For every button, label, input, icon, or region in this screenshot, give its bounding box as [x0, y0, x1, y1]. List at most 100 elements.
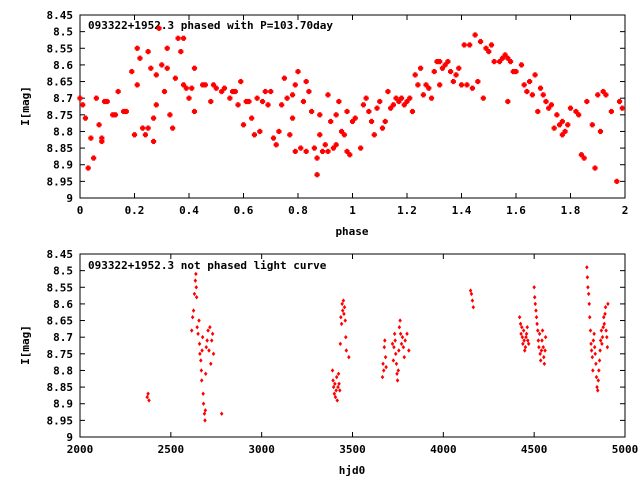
data-point — [559, 132, 565, 138]
data-point — [238, 78, 244, 85]
data-point — [551, 125, 557, 131]
data-point — [592, 331, 596, 337]
data-point-bar — [411, 108, 414, 115]
data-point-bar — [438, 82, 442, 88]
data-point — [383, 354, 388, 360]
data-point-bar — [261, 98, 265, 105]
data-point — [520, 334, 525, 340]
data-point — [331, 384, 336, 390]
data-point — [175, 35, 181, 41]
data-point-bar — [579, 152, 583, 158]
chart-title: 093322+1952.3 phased with P=103.70day — [88, 19, 333, 32]
data-point — [339, 315, 343, 320]
data-point-bar — [154, 72, 158, 78]
data-point — [335, 398, 339, 403]
data-point-bar — [514, 68, 518, 75]
data-point — [172, 75, 178, 81]
data-point — [257, 128, 263, 135]
data-point-bar — [353, 115, 357, 121]
data-point — [392, 344, 396, 350]
x-tick-label: 5000 — [612, 443, 639, 456]
data-point — [292, 148, 298, 155]
data-point-bar — [274, 142, 278, 148]
data-point — [396, 98, 402, 105]
data-point — [191, 108, 198, 115]
data-point — [395, 378, 400, 383]
data-point-bar — [135, 45, 139, 51]
data-point-bar — [566, 122, 570, 128]
data-point — [526, 341, 531, 347]
data-point-bar — [440, 65, 444, 71]
data-point — [287, 132, 293, 138]
data-point — [340, 308, 345, 313]
data-point — [104, 98, 110, 105]
data-point — [529, 92, 535, 98]
data-point-bar — [228, 95, 232, 101]
data-point — [342, 311, 346, 317]
data-point — [426, 85, 432, 91]
data-point — [404, 98, 410, 105]
data-point-bar — [168, 112, 172, 118]
data-point — [619, 105, 625, 111]
data-point — [541, 344, 546, 350]
data-point-bar — [484, 45, 488, 51]
data-point — [605, 344, 610, 350]
data-point — [202, 411, 207, 416]
data-point — [198, 351, 202, 357]
data-point-bar — [370, 118, 374, 125]
y-tick-label: 8.5 — [53, 265, 73, 278]
data-point — [392, 331, 397, 337]
data-point — [521, 82, 527, 88]
data-point — [368, 118, 375, 125]
data-point — [464, 82, 470, 88]
data-point-bar — [293, 148, 297, 155]
data-point-bar — [171, 125, 175, 131]
data-point — [194, 285, 199, 290]
data-point — [456, 65, 462, 71]
data-point — [381, 368, 386, 373]
data-point — [587, 315, 592, 320]
data-point — [458, 82, 465, 88]
data-point — [507, 58, 514, 65]
data-point-bar — [372, 132, 376, 138]
data-point — [543, 348, 547, 353]
data-point — [333, 381, 337, 386]
data-points — [77, 25, 625, 184]
y-tick-label: 8.8 — [53, 364, 73, 377]
data-point — [199, 358, 203, 363]
data-point-bar — [560, 132, 564, 138]
data-point — [397, 325, 402, 330]
data-point-bar — [351, 118, 354, 125]
data-point — [409, 108, 416, 115]
data-point — [393, 351, 398, 357]
data-point-bar — [296, 68, 300, 75]
data-point — [194, 271, 198, 277]
data-point — [309, 108, 315, 115]
data-point-bar — [359, 145, 363, 151]
data-point — [147, 398, 151, 403]
data-point — [115, 88, 121, 95]
data-point-bar — [577, 112, 581, 118]
data-point — [405, 331, 409, 337]
x-tick-label: 1.4 — [452, 204, 472, 217]
data-point — [134, 45, 140, 51]
data-point — [567, 105, 574, 111]
data-point-bar — [138, 55, 142, 61]
data-point — [603, 305, 608, 310]
y-tick-label: 8.6 — [53, 59, 73, 72]
data-point-bar — [479, 39, 483, 45]
data-point-bar — [454, 72, 458, 78]
data-point — [601, 315, 606, 320]
data-point-bar — [490, 42, 493, 48]
data-point — [314, 172, 320, 178]
data-point — [298, 145, 304, 151]
data-point — [199, 368, 204, 373]
data-point — [598, 338, 603, 343]
data-point-bar — [184, 85, 188, 91]
data-point — [300, 98, 307, 105]
data-point — [513, 68, 519, 75]
data-point — [352, 115, 358, 121]
y-tick-label: 8.85 — [47, 381, 74, 394]
data-point — [614, 178, 620, 184]
data-point-bar — [443, 62, 447, 68]
